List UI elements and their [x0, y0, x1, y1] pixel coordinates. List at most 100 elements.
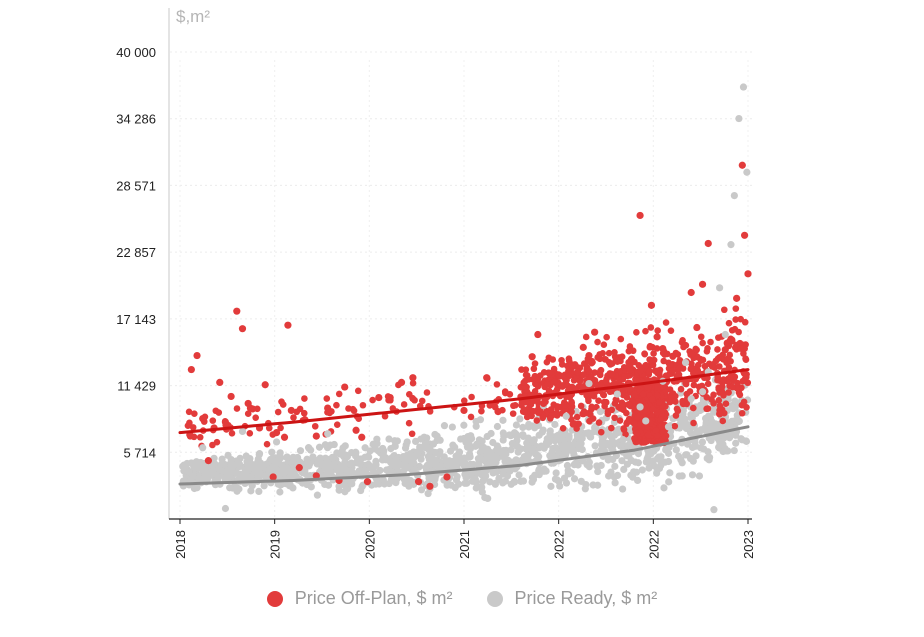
offplan-price-point: [460, 406, 468, 415]
ready-cloud-dot: [500, 446, 508, 455]
x-axis-ticks: 2018 2019 2020 2021 2022 2022 2023: [173, 519, 756, 559]
ready-cloud-dot: [454, 451, 463, 460]
offplan-cloud-dot: [335, 390, 343, 398]
offplan-price-point: [341, 383, 349, 391]
ready-cloud-dot: [228, 466, 236, 474]
ready-cloud-dot: [493, 422, 502, 431]
offplan-cloud-dot: [389, 405, 397, 412]
ready-cloud-dot: [653, 464, 661, 472]
legend: Price Off-Plan, $ m² Price Ready, $ m²: [0, 588, 924, 609]
ready-cloud-dot: [681, 415, 689, 423]
offplan-cloud-dot: [196, 433, 204, 441]
ready-cloud-dot: [725, 434, 734, 442]
ready-cloud-dot: [285, 482, 294, 490]
offplan-cloud-dot: [585, 397, 592, 405]
ready-cloud-dot: [440, 422, 449, 430]
offplan-cloud-dot: [722, 400, 730, 408]
offplan-cloud-dot: [718, 383, 726, 390]
ready-cloud-dot: [707, 436, 715, 445]
offplan-cloud-dot: [727, 357, 734, 365]
offplan-cloud-dot: [277, 424, 284, 432]
ready-price-point: [414, 447, 423, 455]
ready-cloud-dot: [478, 488, 486, 496]
ready-cloud-dot: [677, 456, 685, 464]
ready-cloud-dot: [380, 447, 388, 455]
ready-cloud-dot: [567, 469, 575, 477]
offplan-cloud-dot: [409, 379, 417, 387]
ready-cloud-dot: [434, 462, 442, 470]
ready-cloud-dot: [328, 453, 337, 461]
ready-cloud-dot: [365, 453, 373, 461]
ready-cloud-dot: [403, 464, 411, 472]
offplan-cloud-dot: [359, 401, 367, 409]
offplan-cloud-dot: [323, 395, 331, 402]
offplan-cloud-dot: [636, 367, 644, 375]
offplan-price-point: [238, 325, 247, 333]
ready-price-point: [642, 417, 650, 425]
offplan-price-point: [280, 433, 289, 441]
ready-price-point: [369, 440, 377, 448]
ready-cloud-dot: [427, 460, 435, 469]
ready-price-point: [307, 446, 315, 454]
offplan-cloud-dot: [573, 413, 581, 421]
offplan-price-point: [494, 407, 502, 416]
offplan-cloud-dot: [533, 417, 541, 424]
ready-cloud-dot: [463, 479, 471, 487]
ready-cloud-dot: [245, 473, 253, 481]
offplan-cloud-dot: [652, 427, 660, 434]
ready-price-point: [255, 450, 264, 458]
ready-cloud-dot: [657, 458, 665, 466]
offplan-cloud-dot: [701, 362, 709, 370]
offplan-cloud-dot: [561, 402, 569, 409]
ready-cloud-dot: [623, 452, 631, 460]
offplan-cloud-dot: [616, 417, 624, 424]
ready-cloud-dot: [280, 468, 288, 476]
offplan-price-point: [324, 404, 332, 412]
offplan-cloud-dot: [418, 397, 426, 405]
offplan-cloud-dot: [683, 378, 690, 385]
ready-cloud-dot: [339, 444, 347, 452]
x-tick-label: 2018: [173, 530, 188, 559]
offplan-cloud-dot: [600, 341, 608, 349]
offplan-cloud-dot: [600, 398, 608, 406]
ready-cloud-dot: [460, 421, 468, 429]
ready-cloud-dot: [382, 455, 390, 463]
offplan-cloud-dot: [550, 378, 558, 386]
offplan-cloud-dot: [597, 381, 605, 389]
offplan-cloud-dot: [732, 316, 739, 323]
ready-price-point: [710, 506, 718, 514]
offplan-price-point: [443, 473, 451, 481]
ready-cloud-dot: [451, 484, 459, 492]
ready-cloud-dot: [216, 466, 224, 474]
ready-cloud-dot: [732, 439, 740, 447]
ready-cloud-dot: [391, 442, 399, 450]
offplan-cloud-dot: [669, 367, 676, 375]
y-tick-label: 28 571: [116, 178, 156, 193]
y-axis-unit-label: $,m²: [176, 7, 210, 26]
y-axis-ticks: 5 714 11 429 17 143 22 857 28 571 34 286 40 00…: [116, 45, 156, 460]
ready-cloud-dot: [733, 415, 741, 423]
ready-cloud-dot: [643, 455, 651, 463]
scatter-chart: $,m² 5 714 11 429 17 143 22 857 28 571 34 286…: [116, 7, 756, 559]
offplan-price-point: [704, 239, 712, 248]
offplan-cloud-dot: [509, 410, 517, 417]
ready-cloud-dot: [698, 438, 707, 446]
ready-price-point: [221, 504, 230, 513]
offplan-price-point: [608, 370, 616, 378]
ready-price-point: [681, 358, 690, 367]
offplan-cloud-dot: [605, 407, 613, 415]
ready-cloud-dot: [506, 467, 514, 475]
offplan-cloud-dot: [580, 383, 587, 390]
offplan-cloud-dot: [689, 404, 697, 412]
offplan-cloud-dot: [716, 402, 724, 410]
offplan-price-point: [261, 381, 269, 389]
ready-cloud-dot: [425, 474, 433, 482]
offplan-cloud-dot: [228, 429, 236, 437]
offplan-cloud-dot: [547, 406, 555, 413]
offplan-price-point: [483, 374, 491, 382]
ready-cloud-dot: [648, 448, 656, 456]
offplan-cloud-dot: [694, 367, 702, 374]
ready-price-point: [324, 430, 332, 438]
offplan-cloud-dot: [602, 356, 609, 363]
offplan-cloud-dot: [191, 410, 198, 417]
